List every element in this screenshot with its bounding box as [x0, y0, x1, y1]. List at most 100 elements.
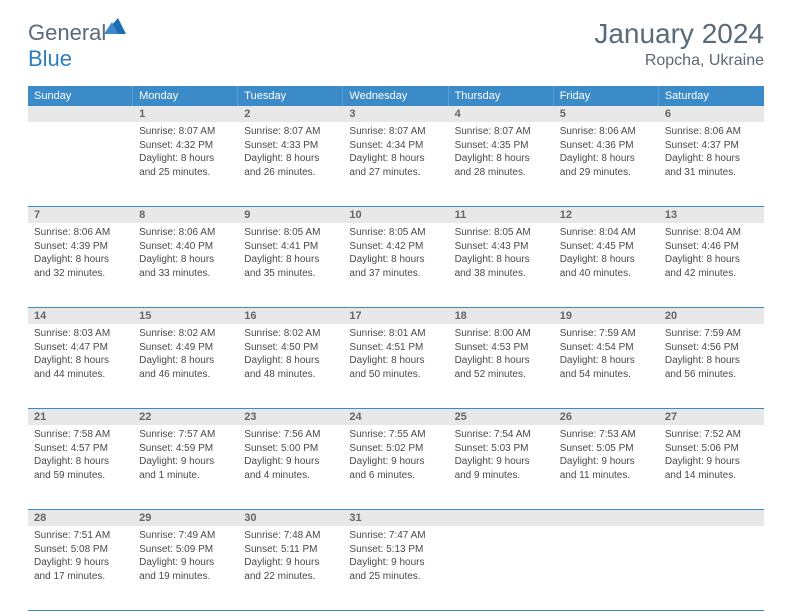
- week-row: Sunrise: 7:51 AM Sunset: 5:08 PM Dayligh…: [28, 526, 764, 611]
- day-sun-data: Sunrise: 7:58 AM Sunset: 4:57 PM Dayligh…: [34, 428, 127, 482]
- day-number: 16: [238, 308, 343, 324]
- day-sun-data: Sunrise: 7:51 AM Sunset: 5:08 PM Dayligh…: [34, 529, 127, 583]
- day-cell: Sunrise: 7:51 AM Sunset: 5:08 PM Dayligh…: [28, 526, 133, 610]
- day-number: [449, 510, 554, 526]
- day-cell: [28, 122, 133, 206]
- day-cell: Sunrise: 8:07 AM Sunset: 4:35 PM Dayligh…: [449, 122, 554, 206]
- day-number: 26: [554, 409, 659, 425]
- day-sun-data: Sunrise: 8:06 AM Sunset: 4:39 PM Dayligh…: [34, 226, 127, 280]
- logo-text-blue: Blue: [28, 46, 72, 71]
- day-number: 17: [343, 308, 448, 324]
- day-cell: Sunrise: 7:55 AM Sunset: 5:02 PM Dayligh…: [343, 425, 448, 509]
- week-row: Sunrise: 7:58 AM Sunset: 4:57 PM Dayligh…: [28, 425, 764, 510]
- day-number: 8: [133, 207, 238, 223]
- day-sun-data: Sunrise: 8:06 AM Sunset: 4:36 PM Dayligh…: [560, 125, 653, 179]
- day-number: 29: [133, 510, 238, 526]
- month-title: January 2024: [594, 18, 764, 50]
- day-number: 23: [238, 409, 343, 425]
- day-cell: Sunrise: 8:02 AM Sunset: 4:49 PM Dayligh…: [133, 324, 238, 408]
- day-cell: [554, 526, 659, 610]
- weekday-wednesday: Wednesday: [343, 86, 448, 106]
- weekday-friday: Friday: [554, 86, 659, 106]
- day-cell: Sunrise: 7:59 AM Sunset: 4:56 PM Dayligh…: [659, 324, 764, 408]
- day-number: 20: [659, 308, 764, 324]
- weeks-container: 123456Sunrise: 8:07 AM Sunset: 4:32 PM D…: [28, 106, 764, 611]
- weekday-sunday: Sunday: [28, 86, 133, 106]
- day-number: 19: [554, 308, 659, 324]
- day-cell: Sunrise: 8:06 AM Sunset: 4:40 PM Dayligh…: [133, 223, 238, 307]
- day-number: 27: [659, 409, 764, 425]
- day-sun-data: Sunrise: 8:07 AM Sunset: 4:33 PM Dayligh…: [244, 125, 337, 179]
- day-sun-data: Sunrise: 7:54 AM Sunset: 5:03 PM Dayligh…: [455, 428, 548, 482]
- day-sun-data: Sunrise: 8:06 AM Sunset: 4:37 PM Dayligh…: [665, 125, 758, 179]
- day-cell: Sunrise: 8:06 AM Sunset: 4:36 PM Dayligh…: [554, 122, 659, 206]
- day-sun-data: Sunrise: 8:06 AM Sunset: 4:40 PM Dayligh…: [139, 226, 232, 280]
- day-cell: Sunrise: 7:47 AM Sunset: 5:13 PM Dayligh…: [343, 526, 448, 610]
- day-number: 21: [28, 409, 133, 425]
- day-sun-data: Sunrise: 8:07 AM Sunset: 4:35 PM Dayligh…: [455, 125, 548, 179]
- location-label: Ropcha, Ukraine: [594, 52, 764, 70]
- day-cell: Sunrise: 8:03 AM Sunset: 4:47 PM Dayligh…: [28, 324, 133, 408]
- day-number: [28, 106, 133, 122]
- day-cell: Sunrise: 8:07 AM Sunset: 4:32 PM Dayligh…: [133, 122, 238, 206]
- day-number: [554, 510, 659, 526]
- logo-text: General Blue: [28, 18, 126, 72]
- day-sun-data: Sunrise: 8:02 AM Sunset: 4:50 PM Dayligh…: [244, 327, 337, 381]
- day-number: 4: [449, 106, 554, 122]
- day-number: 2: [238, 106, 343, 122]
- weekday-saturday: Saturday: [659, 86, 764, 106]
- day-cell: Sunrise: 8:06 AM Sunset: 4:39 PM Dayligh…: [28, 223, 133, 307]
- day-sun-data: Sunrise: 7:53 AM Sunset: 5:05 PM Dayligh…: [560, 428, 653, 482]
- day-sun-data: Sunrise: 7:59 AM Sunset: 4:56 PM Dayligh…: [665, 327, 758, 381]
- day-cell: Sunrise: 7:59 AM Sunset: 4:54 PM Dayligh…: [554, 324, 659, 408]
- day-cell: Sunrise: 7:53 AM Sunset: 5:05 PM Dayligh…: [554, 425, 659, 509]
- logo: General Blue: [28, 18, 126, 72]
- day-number: 22: [133, 409, 238, 425]
- day-sun-data: Sunrise: 8:02 AM Sunset: 4:49 PM Dayligh…: [139, 327, 232, 381]
- day-number: 1: [133, 106, 238, 122]
- day-number: 15: [133, 308, 238, 324]
- day-number: 31: [343, 510, 448, 526]
- day-number: 7: [28, 207, 133, 223]
- day-number: 28: [28, 510, 133, 526]
- day-sun-data: Sunrise: 7:48 AM Sunset: 5:11 PM Dayligh…: [244, 529, 337, 583]
- day-number-row: 28293031: [28, 510, 764, 526]
- day-number: 14: [28, 308, 133, 324]
- day-number-row: 21222324252627: [28, 409, 764, 425]
- day-number-row: 14151617181920: [28, 308, 764, 324]
- logo-triangle-icon: [104, 18, 126, 34]
- day-number: 11: [449, 207, 554, 223]
- day-sun-data: Sunrise: 8:05 AM Sunset: 4:43 PM Dayligh…: [455, 226, 548, 280]
- day-cell: Sunrise: 7:56 AM Sunset: 5:00 PM Dayligh…: [238, 425, 343, 509]
- day-number-row: 78910111213: [28, 207, 764, 223]
- page-header: General Blue January 2024 Ropcha, Ukrain…: [0, 0, 792, 80]
- day-sun-data: Sunrise: 8:01 AM Sunset: 4:51 PM Dayligh…: [349, 327, 442, 381]
- day-cell: Sunrise: 8:06 AM Sunset: 4:37 PM Dayligh…: [659, 122, 764, 206]
- day-sun-data: Sunrise: 8:00 AM Sunset: 4:53 PM Dayligh…: [455, 327, 548, 381]
- logo-text-general: General: [28, 20, 106, 45]
- weekday-thursday: Thursday: [449, 86, 554, 106]
- day-sun-data: Sunrise: 8:04 AM Sunset: 4:45 PM Dayligh…: [560, 226, 653, 280]
- day-cell: Sunrise: 8:01 AM Sunset: 4:51 PM Dayligh…: [343, 324, 448, 408]
- week-row: Sunrise: 8:07 AM Sunset: 4:32 PM Dayligh…: [28, 122, 764, 207]
- day-sun-data: Sunrise: 7:55 AM Sunset: 5:02 PM Dayligh…: [349, 428, 442, 482]
- day-sun-data: Sunrise: 8:07 AM Sunset: 4:32 PM Dayligh…: [139, 125, 232, 179]
- week-row: Sunrise: 8:03 AM Sunset: 4:47 PM Dayligh…: [28, 324, 764, 409]
- day-sun-data: Sunrise: 7:47 AM Sunset: 5:13 PM Dayligh…: [349, 529, 442, 583]
- day-number: 13: [659, 207, 764, 223]
- day-sun-data: Sunrise: 7:52 AM Sunset: 5:06 PM Dayligh…: [665, 428, 758, 482]
- day-number: 5: [554, 106, 659, 122]
- weekday-header-row: Sunday Monday Tuesday Wednesday Thursday…: [28, 86, 764, 106]
- day-number: 30: [238, 510, 343, 526]
- day-sun-data: Sunrise: 8:03 AM Sunset: 4:47 PM Dayligh…: [34, 327, 127, 381]
- day-number: 12: [554, 207, 659, 223]
- day-cell: Sunrise: 8:04 AM Sunset: 4:45 PM Dayligh…: [554, 223, 659, 307]
- day-cell: [659, 526, 764, 610]
- day-cell: Sunrise: 8:05 AM Sunset: 4:41 PM Dayligh…: [238, 223, 343, 307]
- day-number: [659, 510, 764, 526]
- day-number: 25: [449, 409, 554, 425]
- day-sun-data: Sunrise: 7:59 AM Sunset: 4:54 PM Dayligh…: [560, 327, 653, 381]
- day-sun-data: Sunrise: 8:05 AM Sunset: 4:41 PM Dayligh…: [244, 226, 337, 280]
- day-cell: Sunrise: 7:49 AM Sunset: 5:09 PM Dayligh…: [133, 526, 238, 610]
- day-number: 9: [238, 207, 343, 223]
